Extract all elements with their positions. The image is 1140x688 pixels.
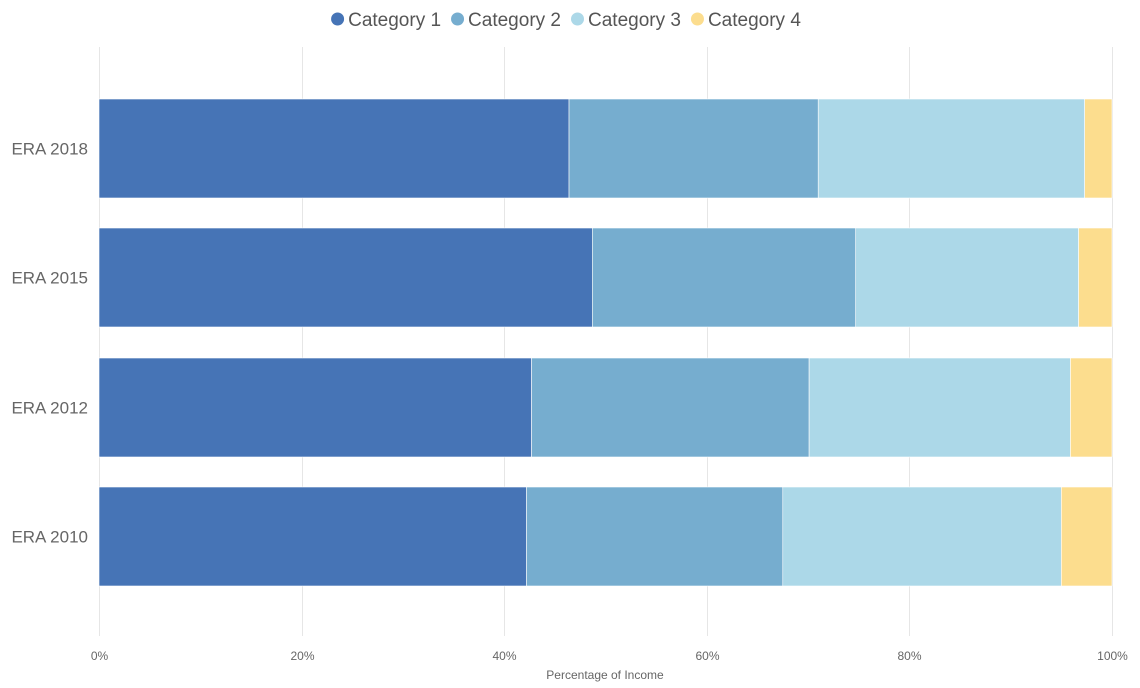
bar-segment-category-4[interactable] <box>1070 357 1113 458</box>
bar-segment-category-2[interactable] <box>526 486 784 587</box>
legend-label: Category 3 <box>588 10 681 31</box>
category-label: ERA 2010 <box>11 528 88 547</box>
bar-segment-category-2[interactable] <box>531 357 810 458</box>
x-tick-label: 80% <box>897 649 921 663</box>
bar-segment-category-1[interactable] <box>98 486 527 587</box>
legend-marker-icon <box>571 12 584 26</box>
bar-segment-category-4[interactable] <box>1061 486 1113 587</box>
category-label: ERA 2018 <box>11 140 88 159</box>
category-label: ERA 2015 <box>11 269 88 288</box>
bar-segment-category-3[interactable] <box>782 486 1062 587</box>
legend-marker-icon <box>690 12 704 26</box>
bar-segment-category-1[interactable] <box>98 357 532 458</box>
x-tick-label: 40% <box>492 649 516 663</box>
bars <box>98 98 1113 587</box>
x-axis-title: Percentage of Income <box>546 668 664 682</box>
bar-segment-category-2[interactable] <box>592 227 857 328</box>
category-label: ERA 2012 <box>11 399 88 418</box>
bar-segment-category-1[interactable] <box>98 227 593 328</box>
bar-segment-category-4[interactable] <box>1084 98 1113 199</box>
legend-marker-icon <box>331 12 345 26</box>
legend-label: Category 1 <box>348 10 441 31</box>
x-tick-label: 0% <box>91 649 109 663</box>
legend-item-category-1[interactable]: Category 1 <box>331 10 441 31</box>
legend-item-category-4[interactable]: Category 4 <box>690 10 801 31</box>
x-tick-label: 60% <box>695 649 719 663</box>
legend-label: Category 2 <box>468 10 561 31</box>
bar-segment-category-3[interactable] <box>808 357 1071 458</box>
bar-segment-category-3[interactable] <box>855 227 1079 328</box>
category-labels: ERA 2018 ERA 2015 ERA 2012 ERA 2010 <box>11 140 88 547</box>
bar-segment-category-4[interactable] <box>1078 227 1113 328</box>
legend-label: Category 4 <box>708 10 801 31</box>
legend[interactable]: Category 1 Category 2 Category 3 Category 4 <box>331 10 801 31</box>
legend-item-category-2[interactable]: Category 2 <box>451 10 561 31</box>
x-tick-label: 100% <box>1097 649 1128 663</box>
bar-segment-category-2[interactable] <box>568 98 819 199</box>
legend-marker-icon <box>451 12 465 26</box>
bar-segment-category-3[interactable] <box>817 98 1085 199</box>
x-axis-ticks: 0% 20% 40% 60% 80% 100% <box>91 649 1128 663</box>
bar-segment-category-1[interactable] <box>98 98 570 199</box>
legend-item-category-3[interactable]: Category 3 <box>571 10 681 31</box>
x-tick-label: 20% <box>290 649 314 663</box>
